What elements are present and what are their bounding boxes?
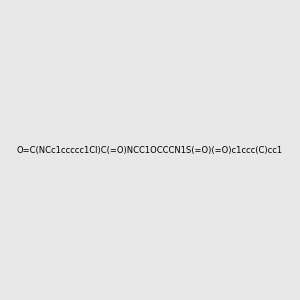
Text: O=C(NCc1ccccc1Cl)C(=O)NCC1OCCCN1S(=O)(=O)c1ccc(C)cc1: O=C(NCc1ccccc1Cl)C(=O)NCC1OCCCN1S(=O)(=O…	[17, 146, 283, 154]
